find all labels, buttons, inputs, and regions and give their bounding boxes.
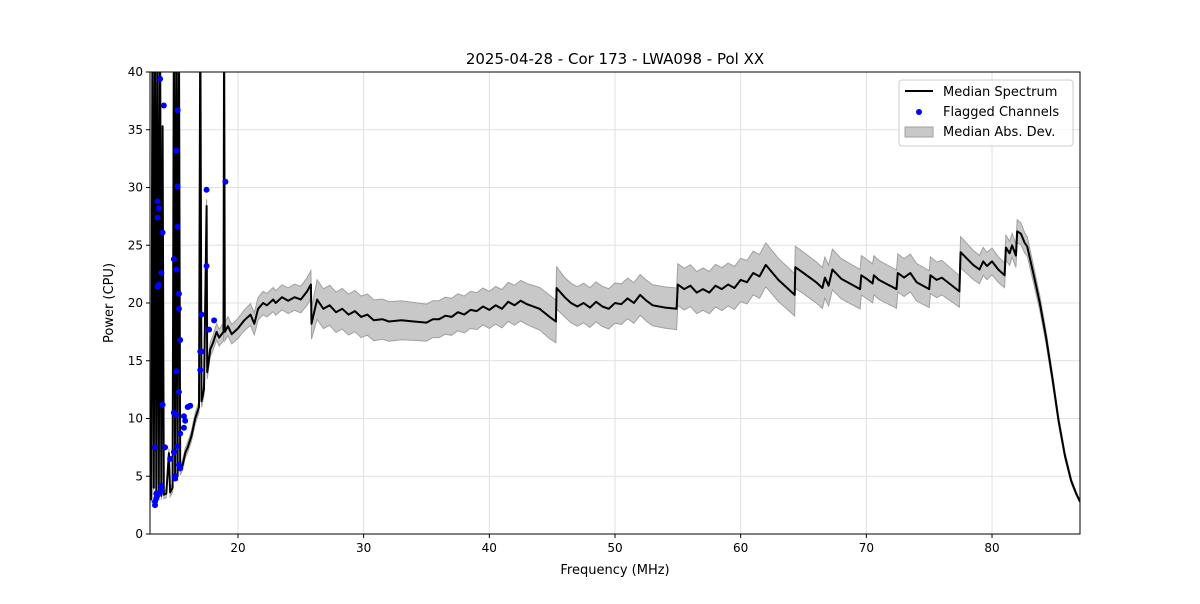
flagged-channel-point bbox=[174, 223, 181, 230]
y-tick-label: 20 bbox=[128, 296, 143, 310]
flagged-channel-point bbox=[187, 402, 194, 409]
flagged-channel-point bbox=[180, 413, 187, 420]
flagged-channel-point bbox=[177, 336, 184, 343]
legend-flagged-label: Flagged Channels bbox=[943, 105, 1059, 120]
flagged-channel-point bbox=[211, 317, 218, 324]
x-tick-label: 50 bbox=[607, 541, 622, 555]
axis-ticks: 20 30 40 50 60 70 80 0 5 10 15 20 25 30 35 40 bbox=[128, 65, 1000, 555]
y-tick-label: 35 bbox=[128, 123, 143, 137]
flagged-channel-point bbox=[167, 455, 174, 462]
flagged-channel-point bbox=[180, 424, 187, 431]
flagged-channel-point bbox=[174, 107, 181, 114]
flagged-channel-point bbox=[158, 482, 165, 489]
median-spectrum-line bbox=[150, 72, 1080, 503]
flagged-channel-point bbox=[154, 198, 161, 205]
x-tick-label: 40 bbox=[482, 541, 497, 555]
flagged-channel-point bbox=[203, 263, 210, 270]
flagged-channel-point bbox=[173, 147, 180, 154]
flagged-channel-point bbox=[159, 229, 166, 236]
flagged-channel-point bbox=[197, 366, 204, 373]
y-tick-label: 40 bbox=[128, 65, 143, 79]
legend-mad-swatch bbox=[904, 126, 934, 138]
legend-flagged-swatch bbox=[916, 109, 922, 115]
flagged-channel-point bbox=[175, 290, 182, 297]
flagged-channel-point bbox=[172, 473, 179, 480]
flagged-channel-point bbox=[175, 388, 182, 395]
flagged-channel-point bbox=[206, 326, 213, 333]
flagged-channel-point bbox=[170, 448, 177, 455]
flagged-channel-point bbox=[170, 256, 177, 263]
flagged-channel-point bbox=[174, 183, 181, 190]
chart-title: 2025-04-28 - Cor 173 - LWA098 - Pol XX bbox=[466, 50, 764, 68]
flagged-channel-point bbox=[155, 205, 162, 212]
flagged-channel-point bbox=[162, 444, 169, 451]
flagged-channel-point bbox=[158, 269, 165, 276]
flagged-channel-point bbox=[198, 311, 205, 318]
flagged-channel-point bbox=[152, 502, 159, 509]
y-tick-label: 10 bbox=[128, 412, 143, 426]
flagged-channel-point bbox=[182, 417, 189, 424]
y-axis-label: Power (CPU) bbox=[102, 263, 117, 343]
flagged-channel-point bbox=[198, 348, 205, 355]
flagged-channel-point bbox=[177, 465, 184, 472]
flagged-channel-point bbox=[157, 75, 164, 82]
y-tick-label: 5 bbox=[135, 469, 143, 483]
flagged-channel-point bbox=[152, 444, 159, 451]
x-tick-label: 70 bbox=[859, 541, 874, 555]
flagged-channel-point bbox=[222, 178, 229, 185]
y-tick-label: 0 bbox=[135, 527, 143, 541]
x-tick-label: 80 bbox=[984, 541, 999, 555]
flagged-channel-point bbox=[175, 305, 182, 312]
x-axis-label: Frequency (MHz) bbox=[560, 563, 669, 578]
mad-band bbox=[150, 72, 1080, 504]
legend-median-label: Median Spectrum bbox=[943, 85, 1057, 100]
y-tick-label: 30 bbox=[128, 181, 143, 195]
flagged-channel-point bbox=[203, 186, 210, 193]
legend: Median Spectrum Flagged Channels Median … bbox=[898, 79, 1074, 147]
x-tick-label: 30 bbox=[356, 541, 371, 555]
x-tick-label: 20 bbox=[230, 541, 245, 555]
y-tick-label: 15 bbox=[128, 354, 143, 368]
flagged-channel-point bbox=[173, 368, 180, 375]
flagged-channel-point bbox=[154, 283, 161, 290]
flagged-channel-point bbox=[153, 490, 160, 497]
y-tick-label: 25 bbox=[128, 238, 143, 252]
flagged-channels bbox=[152, 75, 229, 509]
flagged-channel-point bbox=[154, 214, 161, 221]
flagged-channel-point bbox=[159, 401, 166, 408]
flagged-channel-point bbox=[174, 443, 181, 450]
flagged-channel-point bbox=[173, 412, 180, 419]
flagged-channel-point bbox=[177, 430, 184, 437]
flagged-channel-point bbox=[173, 266, 180, 273]
flagged-channel-point bbox=[160, 102, 167, 109]
x-tick-label: 60 bbox=[733, 541, 748, 555]
legend-mad-label: Median Abs. Dev. bbox=[943, 125, 1055, 140]
legend-box bbox=[898, 79, 1074, 147]
